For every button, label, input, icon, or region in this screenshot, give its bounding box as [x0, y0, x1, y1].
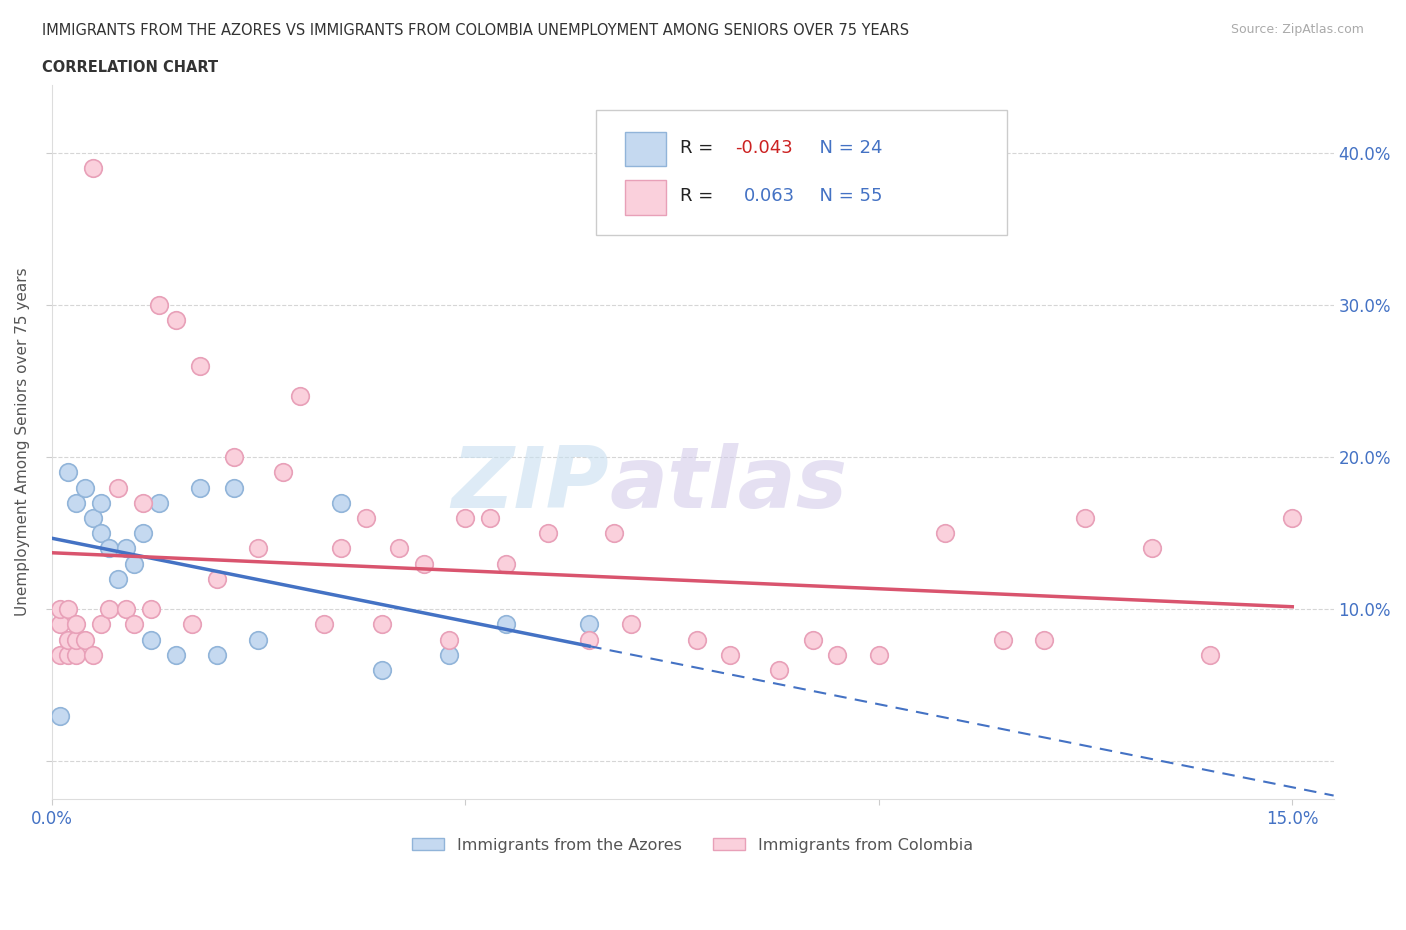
Point: [205, 647, 228, 662]
Point: [165, 312, 187, 327]
Text: 0.063: 0.063: [744, 187, 794, 206]
Point: [1074, 511, 1097, 525]
Point: [801, 632, 824, 647]
Point: [478, 511, 501, 525]
Point: [98, 602, 121, 617]
Point: [107, 571, 129, 586]
Point: [148, 298, 170, 312]
Point: [603, 525, 626, 540]
Point: [271, 465, 294, 480]
Point: [495, 556, 517, 571]
Point: [1140, 541, 1163, 556]
Point: [247, 541, 270, 556]
Point: [495, 617, 517, 631]
Point: [82, 161, 104, 176]
Point: [65, 632, 87, 647]
Point: [330, 496, 353, 511]
Point: [73, 632, 96, 647]
Point: [139, 602, 162, 617]
Point: [98, 541, 121, 556]
Point: [90, 525, 112, 540]
Text: CORRELATION CHART: CORRELATION CHART: [42, 60, 218, 75]
Point: [56, 602, 79, 617]
Point: [107, 480, 129, 495]
Point: [537, 525, 560, 540]
Point: [371, 662, 394, 677]
Point: [868, 647, 890, 662]
Point: [65, 617, 87, 631]
Point: [827, 647, 849, 662]
Point: [388, 541, 411, 556]
Point: [49, 647, 72, 662]
Point: [330, 541, 353, 556]
Point: [768, 662, 790, 677]
Text: ZIP: ZIP: [451, 444, 609, 526]
Point: [65, 647, 87, 662]
Point: [56, 465, 79, 480]
Point: [222, 480, 245, 495]
Point: [56, 632, 79, 647]
Point: [82, 647, 104, 662]
Point: [222, 450, 245, 465]
Point: [115, 602, 138, 617]
Point: [718, 647, 741, 662]
Point: [49, 708, 72, 723]
FancyBboxPatch shape: [624, 180, 665, 215]
Point: [437, 647, 460, 662]
Point: [247, 632, 270, 647]
Point: [1198, 647, 1220, 662]
Text: Source: ZipAtlas.com: Source: ZipAtlas.com: [1230, 23, 1364, 36]
Point: [90, 496, 112, 511]
Point: [115, 541, 138, 556]
Point: [56, 647, 79, 662]
FancyBboxPatch shape: [596, 110, 1007, 234]
Point: [65, 496, 87, 511]
Point: [90, 617, 112, 631]
Point: [49, 617, 72, 631]
Point: [686, 632, 709, 647]
Legend: Immigrants from the Azores, Immigrants from Colombia: Immigrants from the Azores, Immigrants f…: [405, 831, 980, 859]
Point: [371, 617, 394, 631]
Point: [1033, 632, 1056, 647]
FancyBboxPatch shape: [624, 132, 665, 166]
Point: [165, 647, 187, 662]
Point: [181, 617, 204, 631]
Point: [139, 632, 162, 647]
Point: [412, 556, 434, 571]
Text: -0.043: -0.043: [735, 139, 793, 156]
Point: [131, 496, 153, 511]
Point: [934, 525, 956, 540]
Point: [991, 632, 1014, 647]
Text: R =: R =: [679, 187, 724, 206]
Point: [619, 617, 641, 631]
Text: N = 24: N = 24: [808, 139, 883, 156]
Point: [73, 480, 96, 495]
Point: [82, 511, 104, 525]
Text: IMMIGRANTS FROM THE AZORES VS IMMIGRANTS FROM COLOMBIA UNEMPLOYMENT AMONG SENIOR: IMMIGRANTS FROM THE AZORES VS IMMIGRANTS…: [42, 23, 910, 38]
Point: [454, 511, 477, 525]
Y-axis label: Unemployment Among Seniors over 75 years: Unemployment Among Seniors over 75 years: [15, 268, 30, 617]
Text: R =: R =: [679, 139, 718, 156]
Point: [148, 496, 170, 511]
Point: [437, 632, 460, 647]
Point: [131, 525, 153, 540]
Point: [354, 511, 377, 525]
Point: [205, 571, 228, 586]
Point: [122, 556, 145, 571]
Point: [314, 617, 336, 631]
Text: N = 55: N = 55: [808, 187, 883, 206]
Point: [190, 358, 212, 373]
Point: [578, 617, 600, 631]
Text: atlas: atlas: [609, 444, 848, 526]
Point: [578, 632, 600, 647]
Point: [190, 480, 212, 495]
Point: [288, 389, 311, 404]
Point: [1281, 511, 1303, 525]
Point: [49, 602, 72, 617]
Point: [122, 617, 145, 631]
